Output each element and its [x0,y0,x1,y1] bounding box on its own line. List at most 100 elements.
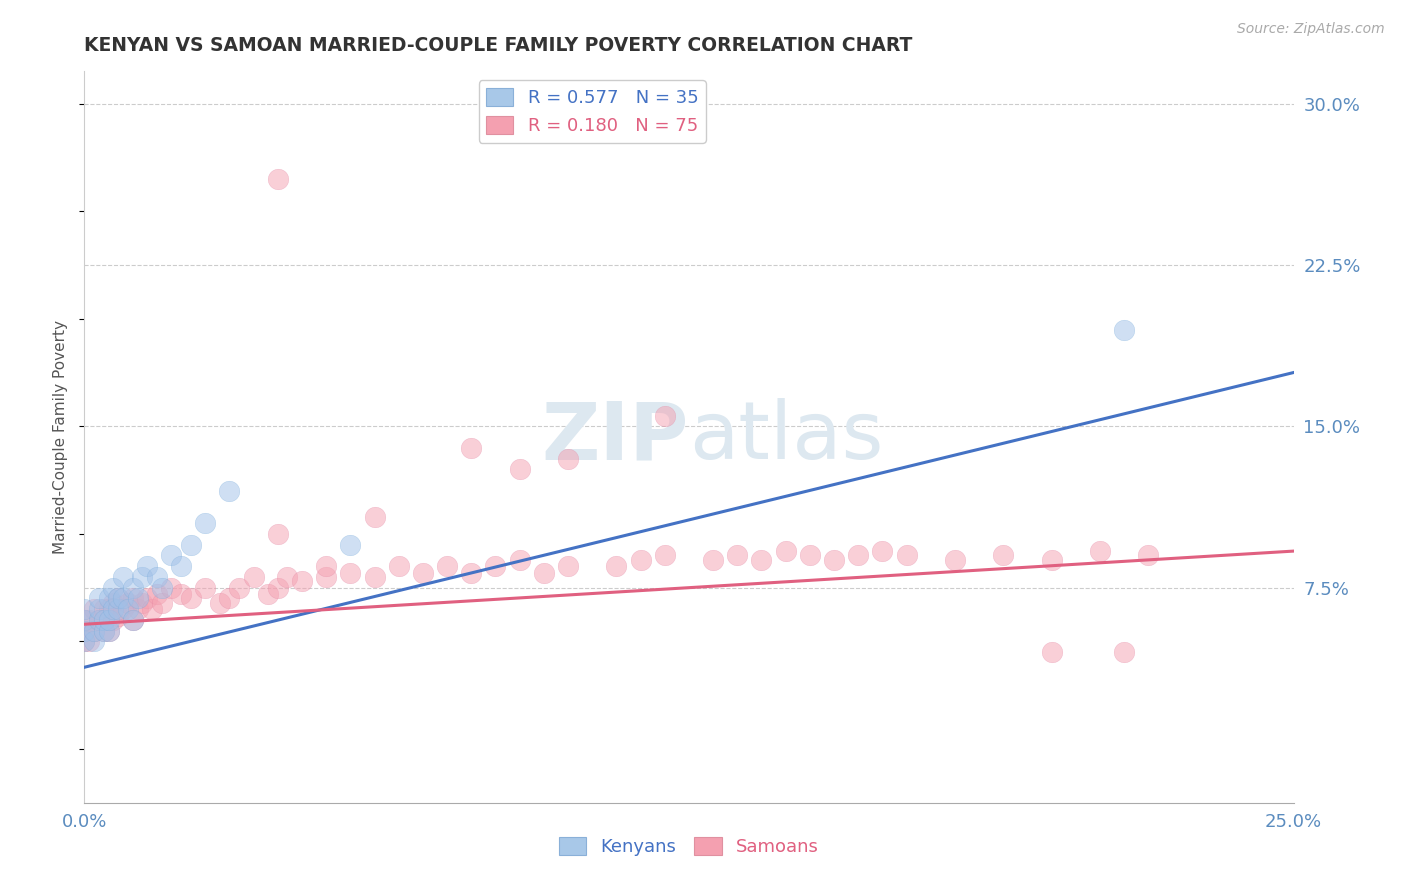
Point [194,581,217,595]
Point [87,591,110,606]
Point [136,559,159,574]
Text: ZIP: ZIP [541,398,689,476]
Point [131,570,153,584]
Point [103,613,125,627]
Point [150,581,173,595]
Point [1040,645,1063,659]
Point [509,462,531,476]
Point [725,549,748,563]
Point [702,552,724,566]
Y-axis label: Married-Couple Family Poverty: Married-Couple Family Poverty [53,320,69,554]
Point [112,602,135,616]
Point [103,602,125,616]
Point [775,544,797,558]
Point [557,559,579,574]
Point [87,613,110,627]
Point [315,570,337,584]
Point [103,596,125,610]
Point [943,552,966,566]
Point [267,527,290,541]
Point [112,591,135,606]
Point [363,509,385,524]
Point [363,570,385,584]
Point [131,596,153,610]
Point [388,559,411,574]
Point [1040,552,1063,566]
Point [77,634,100,648]
Point [112,570,135,584]
Point [412,566,434,580]
Point [117,602,139,616]
Point [146,587,169,601]
Point [121,581,143,595]
Point [557,451,579,466]
Point [436,559,458,574]
Point [180,538,202,552]
Point [291,574,314,589]
Point [218,483,240,498]
Point [654,549,676,563]
Point [73,613,96,627]
Text: KENYAN VS SAMOAN MARRIED-COUPLE FAMILY POVERTY CORRELATION CHART: KENYAN VS SAMOAN MARRIED-COUPLE FAMILY P… [84,36,912,54]
Text: atlas: atlas [689,398,883,476]
Point [194,516,217,530]
Point [121,613,143,627]
Point [896,549,918,563]
Point [1088,544,1111,558]
Point [117,596,139,610]
Point [267,581,290,595]
Point [339,538,361,552]
Point [107,591,129,606]
Point [83,602,105,616]
Point [103,581,125,595]
Point [150,596,173,610]
Point [77,613,100,627]
Point [799,549,821,563]
Point [228,581,250,595]
Point [73,613,96,627]
Point [127,602,149,616]
Point [107,591,129,606]
Point [136,591,159,606]
Point [97,591,120,606]
Point [73,624,96,638]
Point [630,552,652,566]
Point [73,634,96,648]
Point [872,544,894,558]
Point [97,613,120,627]
Point [1114,322,1136,336]
Legend: Kenyans, Samoans: Kenyans, Samoans [551,830,827,863]
Point [141,602,163,616]
Point [83,634,105,648]
Point [73,634,96,648]
Point [97,602,120,616]
Point [160,581,183,595]
Point [93,613,115,627]
Point [121,591,143,606]
Point [83,624,105,638]
Point [87,602,110,616]
Point [654,409,676,423]
Point [751,552,773,566]
Point [1137,549,1160,563]
Point [93,602,115,616]
Point [460,441,482,455]
Point [93,624,115,638]
Point [276,570,298,584]
Point [73,602,96,616]
Point [160,549,183,563]
Point [146,570,169,584]
Point [83,624,105,638]
Point [484,559,506,574]
Point [1114,645,1136,659]
Point [823,552,845,566]
Point [180,591,202,606]
Point [218,591,240,606]
Point [170,559,193,574]
Point [267,172,290,186]
Point [97,624,120,638]
Point [242,570,264,584]
Point [170,587,193,601]
Point [93,624,115,638]
Point [121,613,143,627]
